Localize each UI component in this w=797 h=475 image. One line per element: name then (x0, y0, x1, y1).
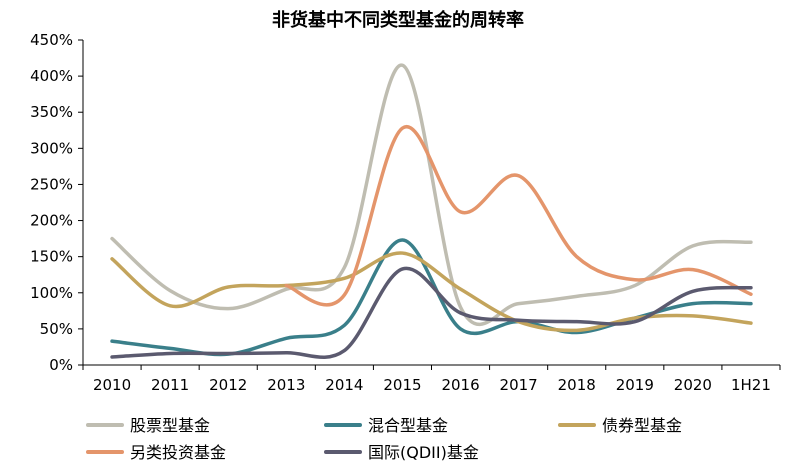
legend-item: 债券型基金 (558, 416, 682, 435)
y-tick-label: 250% (30, 175, 73, 193)
x-tick-label: 2016 (441, 376, 479, 394)
series-lines (110, 63, 753, 359)
x-tick-label: 1H21 (731, 376, 771, 394)
series-line-2 (110, 251, 753, 333)
x-tick-label: 2011 (151, 376, 189, 394)
x-tick-label: 2014 (325, 376, 363, 394)
series-line-1 (110, 238, 753, 357)
x-tick-label: 2020 (674, 376, 712, 394)
y-tick-label: 100% (30, 284, 73, 302)
legend-label: 国际(QDII)基金 (368, 443, 479, 462)
legend-label: 另类投资基金 (130, 443, 226, 462)
legend-item: 国际(QDII)基金 (324, 443, 479, 462)
y-tick-label: 150% (30, 248, 73, 266)
y-tick-label: 50% (40, 320, 73, 338)
y-tick-label: 300% (30, 139, 73, 157)
legend-label: 股票型基金 (130, 416, 210, 435)
y-tick-label: 0% (49, 356, 73, 374)
y-tick-label: 350% (30, 103, 73, 121)
y-tick-label: 200% (30, 212, 73, 230)
series-line-4 (110, 266, 753, 359)
x-tick-label: 2019 (616, 376, 654, 394)
x-tick-label: 2018 (558, 376, 596, 394)
legend-item: 另类投资基金 (86, 443, 226, 462)
legend-label: 混合型基金 (368, 416, 448, 435)
x-tick-label: 2010 (93, 376, 131, 394)
legend-label: 债券型基金 (602, 416, 682, 435)
chart-title: 非货基中不同类型基金的周转率 (272, 9, 524, 31)
series-line-0 (110, 63, 753, 326)
legend-item: 混合型基金 (324, 416, 448, 435)
y-tick-label: 400% (30, 67, 73, 85)
x-axis: 2010 2011 2012 2013 2014 2015 2016 2017 2018 2019… (82, 364, 781, 394)
x-tick-label: 2012 (209, 376, 247, 394)
x-tick-label: 2015 (383, 376, 421, 394)
x-tick-label: 2013 (267, 376, 305, 394)
y-axis: 0% 50% 100% 150% 200% 250% 300% 350% 400% 450% (30, 31, 84, 374)
legend-item: 股票型基金 (86, 416, 210, 435)
y-tick-label: 450% (30, 31, 73, 49)
series-line-3 (284, 124, 753, 307)
x-tick-label: 2017 (500, 376, 538, 394)
